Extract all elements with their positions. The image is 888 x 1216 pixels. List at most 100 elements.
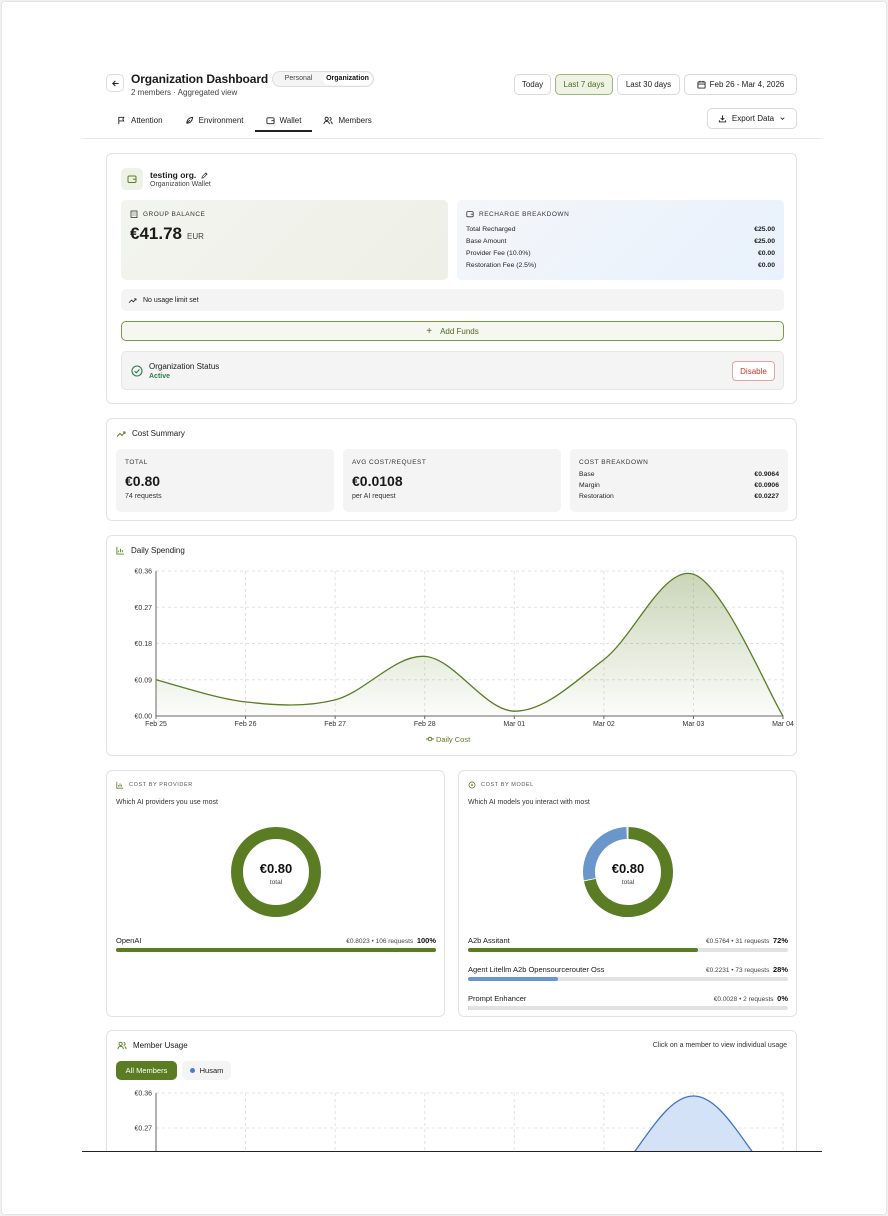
breakdown-row: Restoration €0.0227 [579,493,779,500]
member-name: Husam [199,1066,224,1075]
row-label: Base Amount [466,238,507,245]
row-value: €0.00 [757,250,775,257]
member-usage-card: Member Usage Click on a member to view i… [106,1030,797,1151]
provider-pct: 100% [416,936,436,945]
building-icon [130,210,138,218]
edit-pencil-icon[interactable] [201,171,208,179]
usage-limit-text: No usage limit set [143,296,199,304]
provider-item[interactable]: OpenAI €0.8023 • 106 requests 100% [116,936,436,952]
breakdown-label: COST BREAKDOWN [579,459,649,466]
member-usage-title: Member Usage [133,1041,188,1050]
check-circle-icon [131,365,143,377]
export-data-button[interactable]: Export Data [707,108,797,129]
daily-spending-card: Daily Spending €0.00 €0.09 €0.18 €0.27 €0.36… [106,535,797,756]
model-item[interactable]: Prompt Enhancer €0.0028 • 2 requests 0% [468,994,788,1010]
model-name: Agent Litellm A2b Opensourcerouter Oss [468,965,605,974]
breakdown-row: Margin €0.0906 [579,482,779,489]
model-item[interactable]: A2b Assitant €0.5764 • 31 requests 72% [468,936,788,952]
row-value: €0.9064 [754,471,779,478]
trend-up-icon [128,297,137,303]
date-range-label: Feb 26 - Mar 4, 2026 [709,80,785,89]
provider-bar-fill [116,948,436,952]
page-title: Organization Dashboard [131,72,269,86]
wallet-icon [265,116,275,124]
row-value: €0.0906 [754,482,779,489]
model-label: COST BY MODEL [481,782,534,788]
y-tick-label: €0.36 [134,569,152,576]
total-tile: TOTAL €0.80 74 requests [116,449,334,512]
provider-desc: Which AI providers you use most [116,799,218,806]
all-members-button[interactable]: All Members [116,1061,177,1080]
back-button[interactable] [106,74,124,92]
model-bar [468,977,788,981]
provider-label: COST BY PROVIDER [129,782,193,788]
filter-last-7-days[interactable]: Last 7 days [555,74,613,95]
provider-detail: €0.8023 • 106 requests [346,938,414,945]
add-funds-button[interactable]: + Add Funds [121,321,784,341]
balance-currency: EUR [187,232,204,241]
avg-cost-tile: AVG COST/REQUEST €0.0108 per AI request [343,449,561,512]
donut-center-value: €0.80 [260,861,293,876]
model-bar-fill [468,977,558,981]
member-usage-chart: €0.36 €0.27 [134,1091,784,1151]
cost-by-model-card: COST BY MODEL Which AI models you intera… [458,770,797,1017]
filter-today[interactable]: Today [514,74,551,95]
tab-attention[interactable]: Attention [106,110,174,130]
x-tick-label: Feb 25 [145,721,167,728]
model-detail: €0.0028 • 2 requests [713,996,774,1003]
calendar-icon [697,80,706,89]
group-balance-label: GROUP BALANCE [143,210,206,218]
recharge-row: Base Amount €25.00 [466,238,775,245]
row-label: Base [579,471,595,478]
model-detail-group: €0.5764 • 31 requests 72% [706,936,788,945]
wallet-name: testing org. [150,170,197,180]
husam-line [634,1095,753,1151]
y-tick-label: €0.27 [134,605,152,612]
filter-last-30-days[interactable]: Last 30 days [617,74,680,95]
donut-center-value: €0.80 [612,861,645,876]
cost-summary-card: Cost Summary TOTAL €0.80 74 requests AVG… [106,418,797,521]
recharge-row: Total Recharged €25.00 [466,226,775,233]
tab-members[interactable]: Members [312,110,382,130]
model-item-row: Prompt Enhancer €0.0028 • 2 requests 0% [468,994,788,1003]
bar-chart-icon [116,546,125,555]
cost-summary-header: Cost Summary [116,429,185,438]
row-value: €0.00 [757,262,775,269]
toggle-personal[interactable]: Personal [284,75,313,82]
recharge-breakdown-panel: RECHARGE BREAKDOWN Total Recharged €25.00… [457,200,784,280]
flag-icon [118,116,125,124]
tab-label: Members [338,115,372,125]
total-sub: 74 requests [125,493,162,500]
tab-environment[interactable]: Environment [174,110,255,130]
disable-button[interactable]: Disable [732,361,775,381]
total-label: TOTAL [125,459,148,466]
viewport-divider [82,1151,822,1152]
model-pct: 72% [772,936,788,945]
model-bar [468,1006,788,1010]
row-label: Restoration Fee (2.5%) [466,262,537,269]
cost-breakdown-tile: COST BREAKDOWN Base €0.9064 Margin €0.0906… [570,449,788,512]
arrow-left-icon [111,80,119,86]
provider-header: COST BY PROVIDER [116,781,193,789]
model-item-row: A2b Assitant €0.5764 • 31 requests 72% [468,936,788,945]
member-chip-husam[interactable]: Husam [182,1061,231,1080]
recharge-header: RECHARGE BREAKDOWN [466,210,569,218]
recharge-row: Provider Fee (10.0%) €0.00 [466,250,775,257]
breakdown-row: Base €0.9064 [579,471,779,478]
row-label: Margin [579,482,600,489]
model-item[interactable]: Agent Litellm A2b Opensourcerouter Oss €… [468,965,788,981]
page-subtitle: 2 members · Aggregated view [131,88,238,97]
toggle-organization[interactable]: Organization [323,73,372,85]
provider-name: OpenAI [116,936,142,945]
add-funds-label: Add Funds [440,326,479,336]
row-value: €25.00 [754,238,775,245]
date-range-picker[interactable]: Feb 26 - Mar 4, 2026 [684,74,797,95]
donut-slice [231,827,321,917]
breakdown-rows: Base €0.9064 Margin €0.0906 Restoration €0.… [579,471,779,500]
tab-wallet[interactable]: Wallet [254,110,313,132]
model-detail: €0.2231 • 73 requests [706,967,770,974]
avg-value: €0.0108 [352,473,403,489]
x-tick-label: Feb 27 [324,721,346,728]
x-tick-label: Mar 01 [503,721,525,728]
